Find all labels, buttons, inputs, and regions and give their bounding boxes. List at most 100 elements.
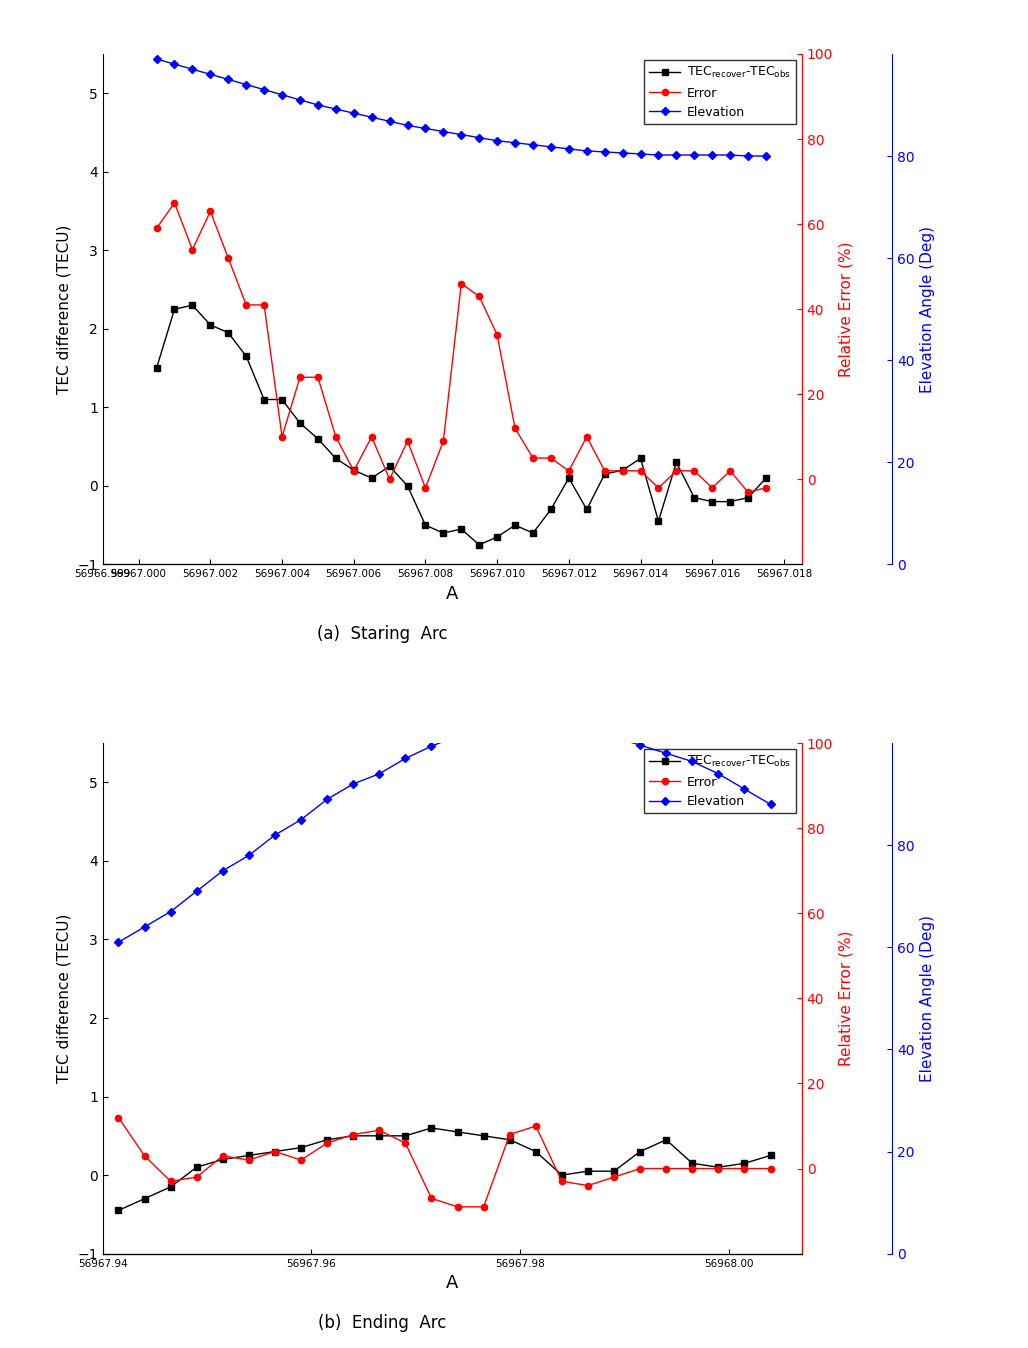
TEC$_\mathregular{recover}$-TEC$_\mathregular{obs}$ [760, 470, 772, 487]
Error [150, 220, 162, 236]
Elevation [112, 934, 124, 950]
Error [258, 297, 270, 313]
TEC$_\mathregular{recover}$-TEC$_\mathregular{obs}$ [653, 514, 665, 530]
Line: TEC$_\mathregular{recover}$-TEC$_\mathregular{obs}$: TEC$_\mathregular{recover}$-TEC$_\mathre… [153, 302, 769, 547]
Elevation [686, 754, 698, 770]
Elevation [399, 751, 411, 767]
Elevation [491, 132, 504, 148]
Error [139, 1147, 151, 1163]
Error [491, 326, 504, 342]
Error [169, 194, 181, 210]
Error [509, 421, 521, 437]
Elevation [139, 919, 151, 936]
Error [477, 1198, 489, 1215]
Legend: TEC$_\mathregular{recover}$-TEC$_\mathregular{obs}$, Error, Elevation: TEC$_\mathregular{recover}$-TEC$_\mathre… [645, 749, 796, 813]
TEC$_\mathregular{recover}$-TEC$_\mathregular{obs}$ [634, 1143, 647, 1159]
Elevation [634, 146, 647, 162]
Elevation [222, 71, 234, 88]
Error [164, 1173, 177, 1189]
Error [347, 462, 360, 479]
TEC$_\mathregular{recover}$-TEC$_\mathregular{obs}$ [688, 489, 700, 506]
TEC$_\mathregular{recover}$-TEC$_\mathregular{obs}$ [330, 450, 342, 466]
Elevation [205, 66, 217, 82]
Elevation [529, 712, 542, 728]
TEC$_\mathregular{recover}$-TEC$_\mathregular{obs}$ [686, 1155, 698, 1171]
Error [556, 1173, 568, 1189]
Error [373, 1122, 386, 1138]
TEC$_\mathregular{recover}$-TEC$_\mathregular{obs}$ [491, 528, 504, 545]
TEC$_\mathregular{recover}$-TEC$_\mathregular{obs}$ [401, 477, 413, 493]
Elevation [760, 148, 772, 164]
Y-axis label: Elevation Angle (Deg): Elevation Angle (Deg) [920, 915, 935, 1082]
Error [295, 1153, 307, 1169]
Elevation [276, 86, 288, 102]
Error [504, 1127, 516, 1143]
TEC$_\mathregular{recover}$-TEC$_\mathregular{obs}$ [765, 1147, 777, 1163]
Y-axis label: Relative Error (%): Relative Error (%) [839, 241, 853, 377]
Error [582, 1178, 594, 1194]
Error [347, 1127, 360, 1143]
TEC$_\mathregular{recover}$-TEC$_\mathregular{obs}$ [617, 462, 629, 479]
Error [473, 288, 485, 305]
Error [240, 297, 252, 313]
Elevation [581, 143, 593, 159]
Error [205, 204, 217, 220]
Elevation [426, 739, 438, 755]
TEC$_\mathregular{recover}$-TEC$_\mathregular{obs}$ [347, 1128, 360, 1144]
Elevation [347, 776, 360, 793]
Error [268, 1143, 281, 1159]
Error [311, 369, 324, 386]
TEC$_\mathregular{recover}$-TEC$_\mathregular{obs}$ [582, 1163, 594, 1180]
Text: (b)  Ending  Arc: (b) Ending Arc [319, 1314, 446, 1332]
Error [742, 484, 755, 500]
Error [276, 429, 288, 445]
Elevation [330, 101, 342, 117]
Elevation [473, 129, 485, 146]
TEC$_\mathregular{recover}$-TEC$_\mathregular{obs}$ [311, 430, 324, 446]
Error [366, 429, 378, 445]
Error [330, 429, 342, 445]
Elevation [608, 729, 620, 745]
Error [526, 450, 539, 466]
Elevation [373, 766, 386, 782]
Error [455, 275, 468, 291]
TEC$_\mathregular{recover}$-TEC$_\mathregular{obs}$ [509, 518, 521, 534]
TEC$_\mathregular{recover}$-TEC$_\mathregular{obs}$ [321, 1132, 333, 1148]
Elevation [455, 127, 468, 143]
Elevation [451, 728, 464, 744]
TEC$_\mathregular{recover}$-TEC$_\mathregular{obs}$ [556, 1167, 568, 1184]
Error [670, 462, 683, 479]
TEC$_\mathregular{recover}$-TEC$_\mathregular{obs}$ [268, 1143, 281, 1159]
Error [217, 1147, 229, 1163]
Elevation [186, 61, 198, 77]
Error [243, 1153, 255, 1169]
TEC$_\mathregular{recover}$-TEC$_\mathregular{obs}$ [258, 391, 270, 407]
TEC$_\mathregular{recover}$-TEC$_\mathregular{obs}$ [670, 454, 683, 470]
Line: TEC$_\mathregular{recover}$-TEC$_\mathregular{obs}$: TEC$_\mathregular{recover}$-TEC$_\mathre… [115, 1124, 774, 1213]
Error [617, 462, 629, 479]
TEC$_\mathregular{recover}$-TEC$_\mathregular{obs}$ [504, 1132, 516, 1148]
Elevation [765, 797, 777, 813]
Elevation [217, 863, 229, 879]
Error [660, 1161, 672, 1177]
TEC$_\mathregular{recover}$-TEC$_\mathregular{obs}$ [190, 1159, 203, 1175]
Elevation [653, 147, 665, 163]
Elevation [598, 144, 611, 160]
Elevation [688, 147, 700, 163]
TEC$_\mathregular{recover}$-TEC$_\mathregular{obs}$ [164, 1178, 177, 1194]
TEC$_\mathregular{recover}$-TEC$_\mathregular{obs}$ [437, 524, 449, 541]
Elevation [169, 57, 181, 73]
Elevation [738, 780, 750, 797]
Error [419, 480, 432, 496]
Error [294, 369, 306, 386]
Error [401, 433, 413, 449]
Elevation [504, 714, 516, 731]
Elevation [437, 124, 449, 140]
Error [383, 472, 396, 488]
Error [688, 462, 700, 479]
TEC$_\mathregular{recover}$-TEC$_\mathregular{obs}$ [477, 1128, 489, 1144]
Legend: TEC$_\mathregular{recover}$-TEC$_\mathregular{obs}$, Error, Elevation: TEC$_\mathregular{recover}$-TEC$_\mathre… [645, 61, 796, 124]
TEC$_\mathregular{recover}$-TEC$_\mathregular{obs}$ [706, 493, 719, 510]
TEC$_\mathregular{recover}$-TEC$_\mathregular{obs}$ [724, 493, 736, 510]
Error [186, 241, 198, 257]
